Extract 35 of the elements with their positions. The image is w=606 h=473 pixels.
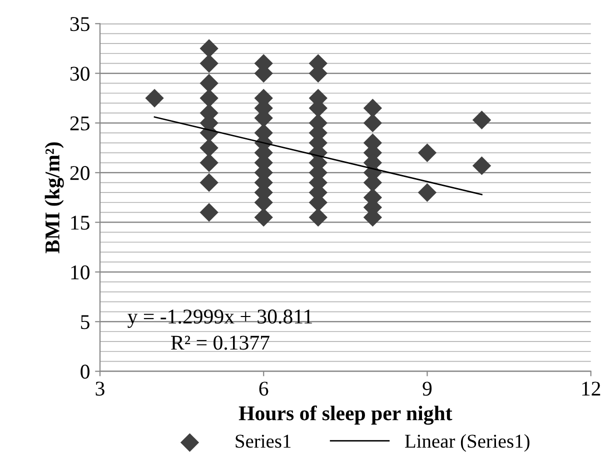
point (418, 183, 437, 202)
y-tick-label: 25 (70, 116, 90, 130)
y-axis-title: BMI (kg/m²) (44, 142, 64, 254)
x-axis-title: Hours of sleep per night (238, 405, 452, 425)
point (200, 203, 218, 222)
point (145, 88, 164, 108)
point (363, 114, 382, 132)
point (363, 98, 382, 118)
x-tick-label: 9 (422, 382, 432, 396)
x-tick-label: 12 (582, 382, 600, 396)
legend-label: Series1 (236, 434, 291, 448)
y-tick-label: 15 (71, 216, 90, 230)
legend-label: Linear (Series1) (405, 434, 530, 452)
point (200, 54, 218, 73)
point (200, 153, 218, 172)
point (308, 208, 328, 227)
point (200, 39, 218, 58)
point (200, 74, 218, 93)
y-tick-label: 30 (70, 66, 90, 81)
point (200, 138, 218, 158)
point (200, 173, 218, 192)
point (472, 110, 492, 130)
y-tick-label: 0 (80, 364, 90, 379)
x-tick-label: 3 (96, 382, 104, 396)
point (200, 88, 218, 108)
point (254, 208, 273, 227)
y-tick-label: 35 (70, 17, 90, 32)
point (472, 156, 492, 176)
y-tick-label: 5 (81, 315, 90, 330)
point (418, 143, 437, 162)
annotation: y = -1.2999x + 30.811 (128, 310, 312, 328)
x-tick-label: 6 (259, 382, 268, 396)
y-tick-label: 20 (70, 166, 90, 180)
y-tick-label: 10 (71, 265, 90, 280)
annotation: R² = 0.1377 (171, 336, 270, 350)
